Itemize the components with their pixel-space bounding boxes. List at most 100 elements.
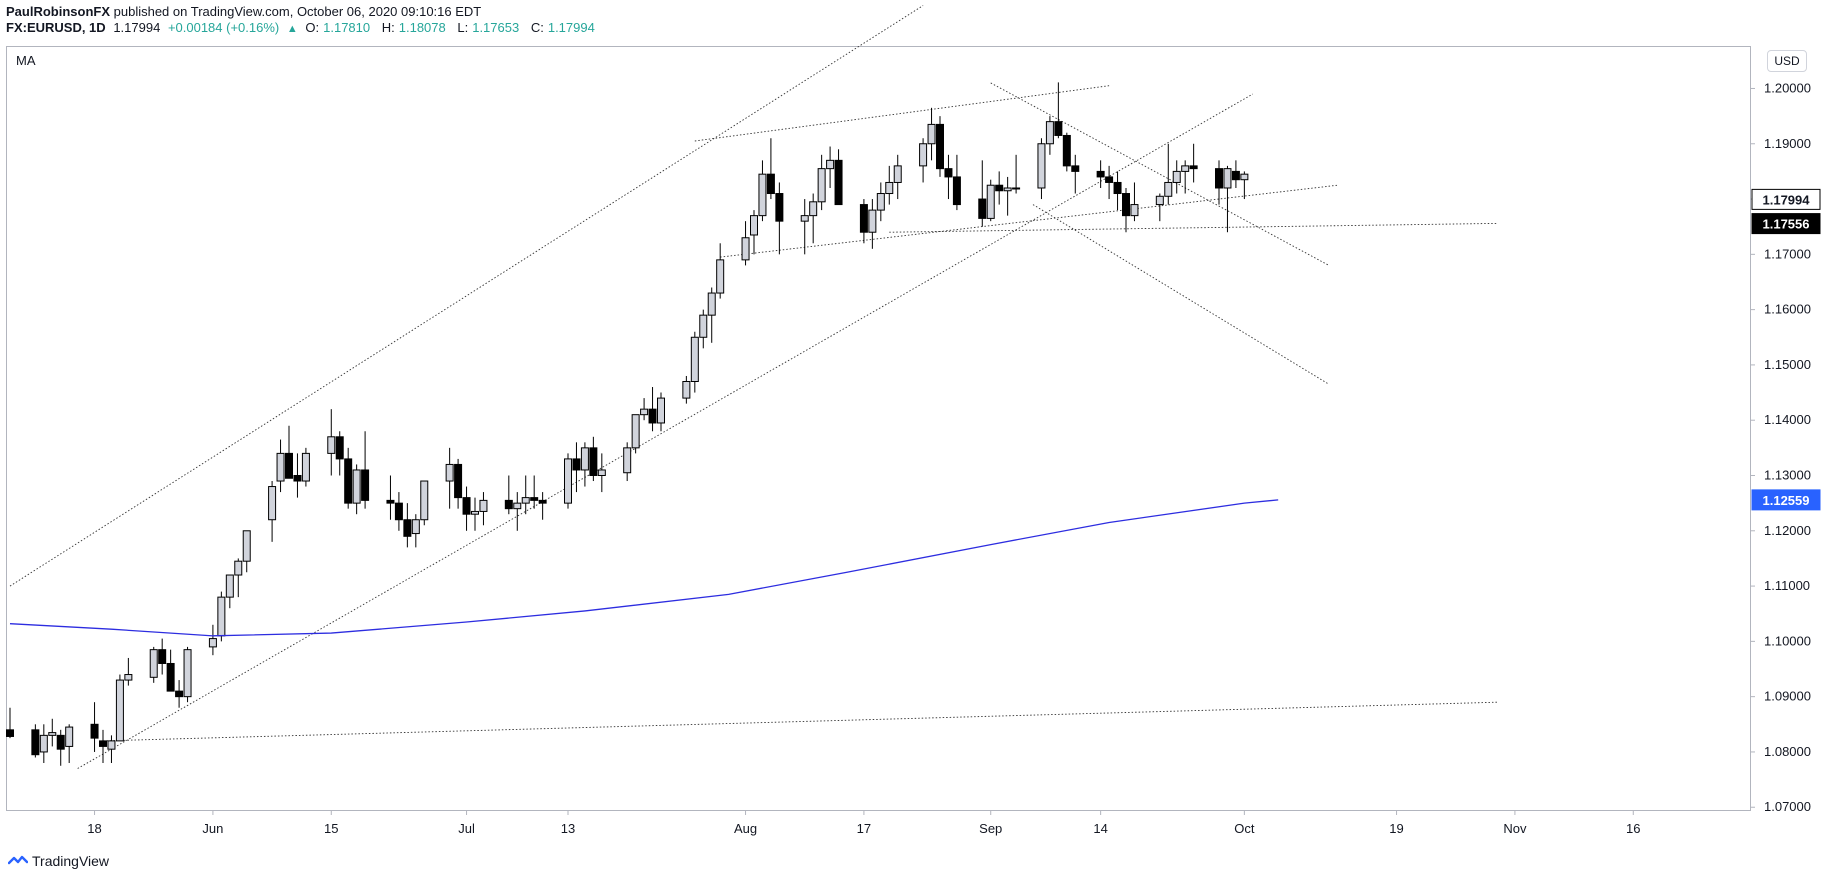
candle-body xyxy=(572,458,581,471)
price-tag-label: 1.17994 xyxy=(1763,192,1811,207)
candle-body xyxy=(995,184,1004,192)
candle-body xyxy=(1231,170,1240,181)
candle-body xyxy=(344,458,353,504)
trendline xyxy=(889,222,1499,233)
candle-body xyxy=(234,560,243,576)
y-tick-label: 1.16000 xyxy=(1764,302,1811,317)
candle-body xyxy=(817,168,826,203)
candle-body xyxy=(936,123,944,170)
candle-body xyxy=(1037,143,1046,189)
trendline xyxy=(77,93,1254,769)
candle-body xyxy=(919,143,928,167)
candle-body xyxy=(530,497,539,501)
last-price: 1.17994 xyxy=(113,20,161,35)
indicator-label[interactable]: MA xyxy=(16,53,36,68)
candle-body xyxy=(479,499,488,512)
symbol-label[interactable]: FX:EURUSD, 1D xyxy=(6,20,106,35)
author-name[interactable]: PaulRobinsonFX xyxy=(6,4,110,19)
footer-brand[interactable]: TradingView xyxy=(32,853,110,869)
candle-body xyxy=(800,215,809,222)
candle-body xyxy=(775,193,784,222)
time-axis[interactable]: 18 Jun 15 Jul 13 Aug 17 Sep 14 Oct 19 Nov 16 xyxy=(87,810,1641,836)
y-tick-label: 1.17000 xyxy=(1764,246,1811,261)
candle-body xyxy=(394,502,403,521)
candle-body xyxy=(1172,170,1181,183)
price-tag-label: 1.12559 xyxy=(1763,493,1810,508)
candle-body xyxy=(124,674,133,681)
candle-body xyxy=(65,726,74,747)
candle-body xyxy=(1130,204,1139,217)
candle-body xyxy=(242,530,251,562)
open-label: O: xyxy=(305,20,320,35)
candle-body xyxy=(927,123,936,145)
candle-body xyxy=(766,173,775,195)
candle-body xyxy=(690,336,699,383)
price-change: +0.00184 (+0.16%) xyxy=(167,20,280,35)
trendline xyxy=(102,701,1499,742)
candle-body xyxy=(952,176,961,206)
x-tick-label: Aug xyxy=(734,821,757,836)
price-tag-box xyxy=(1751,489,1821,511)
candle-body xyxy=(1003,187,1012,192)
y-tick-label: 1.08000 xyxy=(1764,744,1811,759)
moving-average xyxy=(9,499,1279,637)
candle-body xyxy=(1189,165,1198,170)
x-tick-label: Jun xyxy=(202,821,223,836)
candle-body xyxy=(276,452,285,482)
candle-body xyxy=(986,184,995,219)
y-tick-label: 1.09000 xyxy=(1764,689,1811,704)
candle-body xyxy=(826,159,835,170)
currency-button[interactable]: USD xyxy=(1767,50,1807,72)
tradingview-logo-icon xyxy=(8,855,28,865)
price-tag-box xyxy=(1751,213,1821,235)
chart-pane[interactable] xyxy=(6,46,1751,811)
close-value: 1.17994 xyxy=(547,20,595,35)
open-value: 1.17810 xyxy=(323,20,371,35)
published-text: published on TradingView.com, October 06… xyxy=(113,4,482,19)
candle-body xyxy=(1181,165,1190,172)
candle-body xyxy=(327,436,336,454)
candle-body xyxy=(1113,181,1122,195)
candle-body xyxy=(6,729,14,737)
candle-body xyxy=(56,734,65,750)
trendline xyxy=(1032,204,1330,385)
y-tick-label: 1.07000 xyxy=(1764,799,1811,814)
candle-body xyxy=(859,204,868,233)
candle-body xyxy=(149,649,158,678)
close-label: C: xyxy=(530,20,544,35)
candle-body xyxy=(208,638,217,648)
candle-body xyxy=(115,679,124,742)
candle-body xyxy=(1012,187,1021,190)
x-tick-label: 14 xyxy=(1093,821,1107,836)
candle-body xyxy=(716,259,725,294)
candle-body xyxy=(217,596,226,637)
candle-body xyxy=(166,662,175,692)
candle-body xyxy=(750,215,758,236)
price-tags: 1.17994 1.17556 1.12559 xyxy=(1751,188,1821,511)
candle-body xyxy=(1155,195,1164,206)
candle-body xyxy=(741,237,750,261)
candle-body xyxy=(420,480,429,521)
candle-body xyxy=(640,408,649,416)
candle-body xyxy=(1215,168,1223,189)
candle-body xyxy=(538,499,547,504)
x-tick-label: Sep xyxy=(979,821,1002,836)
x-tick-label: 19 xyxy=(1389,821,1403,836)
candles xyxy=(6,82,1249,766)
candle-body xyxy=(504,499,513,510)
candle-body xyxy=(876,193,885,211)
y-tick-label: 1.10000 xyxy=(1764,633,1811,648)
candle-body xyxy=(403,519,412,537)
candle-body xyxy=(293,474,302,482)
x-tick-label: Jul xyxy=(458,821,475,836)
ma-line xyxy=(9,499,1279,637)
y-tick-label: 1.11000 xyxy=(1764,578,1810,593)
candle-body xyxy=(657,397,665,424)
x-tick-label: 17 xyxy=(857,821,871,836)
candle-body xyxy=(623,447,632,474)
candle-body xyxy=(99,740,107,747)
y-tick-label: 1.14000 xyxy=(1764,412,1811,427)
candle-body xyxy=(1062,134,1071,167)
trendline xyxy=(990,82,1330,266)
